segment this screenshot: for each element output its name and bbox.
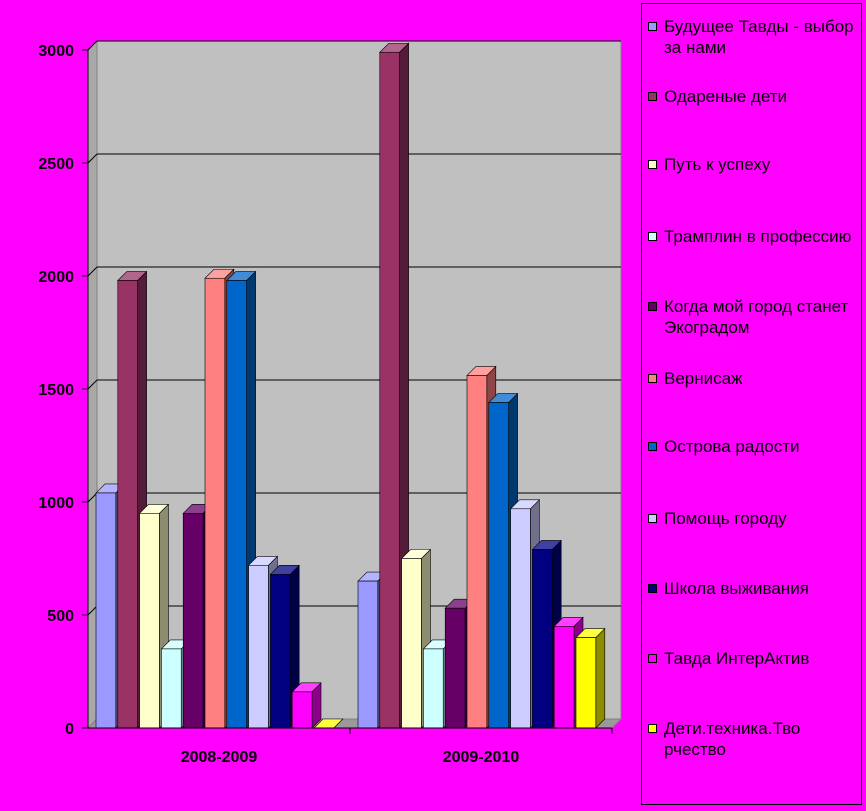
legend-swatch bbox=[648, 514, 657, 523]
bar-front bbox=[204, 277, 226, 729]
y-tick-label: 1000 bbox=[38, 495, 74, 512]
legend-swatch bbox=[648, 654, 657, 663]
legend-swatch bbox=[648, 584, 657, 593]
legend-label: Острова радости bbox=[664, 437, 800, 456]
bar-front bbox=[291, 691, 313, 729]
legend-swatch bbox=[648, 442, 657, 451]
gridline bbox=[87, 492, 98, 503]
bar-front bbox=[379, 51, 400, 729]
legend-label: Школа выживания bbox=[664, 579, 809, 598]
bar-front bbox=[117, 280, 138, 729]
bar-side bbox=[595, 627, 606, 729]
y-tick-label: 1500 bbox=[38, 382, 74, 399]
y-tick-label: 3000 bbox=[38, 43, 74, 60]
legend-label: Тавда ИнтерАктив bbox=[664, 649, 810, 668]
bar-front bbox=[248, 564, 269, 729]
gridline bbox=[87, 266, 98, 277]
legend-label: Помощь городу bbox=[664, 509, 787, 528]
legend-swatch bbox=[648, 22, 657, 31]
y-tick-label: 500 bbox=[47, 608, 74, 625]
legend-label: Путь к успеху bbox=[664, 155, 771, 174]
bar bbox=[575, 627, 606, 729]
bar-front bbox=[139, 512, 160, 729]
tick-labels: 0 500 1000 1500 2000 2500 3000 2008-2009 2009-20… bbox=[38, 43, 519, 766]
legend-swatch bbox=[648, 232, 657, 241]
bar-front bbox=[423, 648, 444, 729]
bar bbox=[291, 682, 322, 729]
axes bbox=[82, 49, 613, 734]
legend: Будущее Тавды - выбор за нами Одареные де… bbox=[641, 3, 862, 805]
legend-swatch bbox=[648, 374, 657, 383]
bar-front bbox=[466, 375, 488, 729]
bar-front bbox=[553, 625, 575, 729]
bar-front bbox=[488, 402, 509, 729]
bar-front bbox=[532, 549, 553, 729]
bar-front bbox=[357, 580, 379, 729]
legend-label: Одареные дети bbox=[664, 87, 788, 106]
bar-front bbox=[401, 558, 422, 729]
legend-swatch bbox=[648, 724, 657, 733]
legend-label: Трамплин в профессию bbox=[664, 227, 852, 246]
gridline bbox=[87, 605, 98, 616]
bar-front bbox=[270, 574, 291, 729]
x-tick-label: 2009-2010 bbox=[443, 749, 520, 766]
legend-label: Когда мой город станет Экоградом bbox=[664, 297, 849, 337]
bar-front bbox=[95, 492, 117, 729]
y-tick-label: 2500 bbox=[38, 156, 74, 173]
legend-label: Дети.техника.Тво рчество bbox=[664, 719, 801, 759]
legend-swatch bbox=[648, 160, 657, 169]
legend-label: Будущее Тавды - выбор за нами bbox=[664, 17, 854, 57]
y-tick-label: 0 bbox=[65, 721, 74, 738]
bar-front bbox=[575, 637, 597, 729]
legend-swatch bbox=[648, 92, 657, 101]
bars bbox=[95, 42, 606, 729]
x-tick-label: 2008-2009 bbox=[181, 749, 258, 766]
y-tick-label: 2000 bbox=[38, 269, 74, 286]
legend-swatch bbox=[648, 302, 657, 311]
bar-front bbox=[226, 280, 247, 729]
bar-front bbox=[161, 648, 182, 729]
gridline bbox=[87, 40, 98, 51]
bar-front bbox=[182, 512, 204, 729]
gridline bbox=[87, 379, 98, 390]
gridline bbox=[87, 153, 98, 164]
bar-front bbox=[510, 508, 531, 729]
bar-front bbox=[444, 607, 466, 729]
legend-label: Вернисаж bbox=[664, 369, 743, 388]
